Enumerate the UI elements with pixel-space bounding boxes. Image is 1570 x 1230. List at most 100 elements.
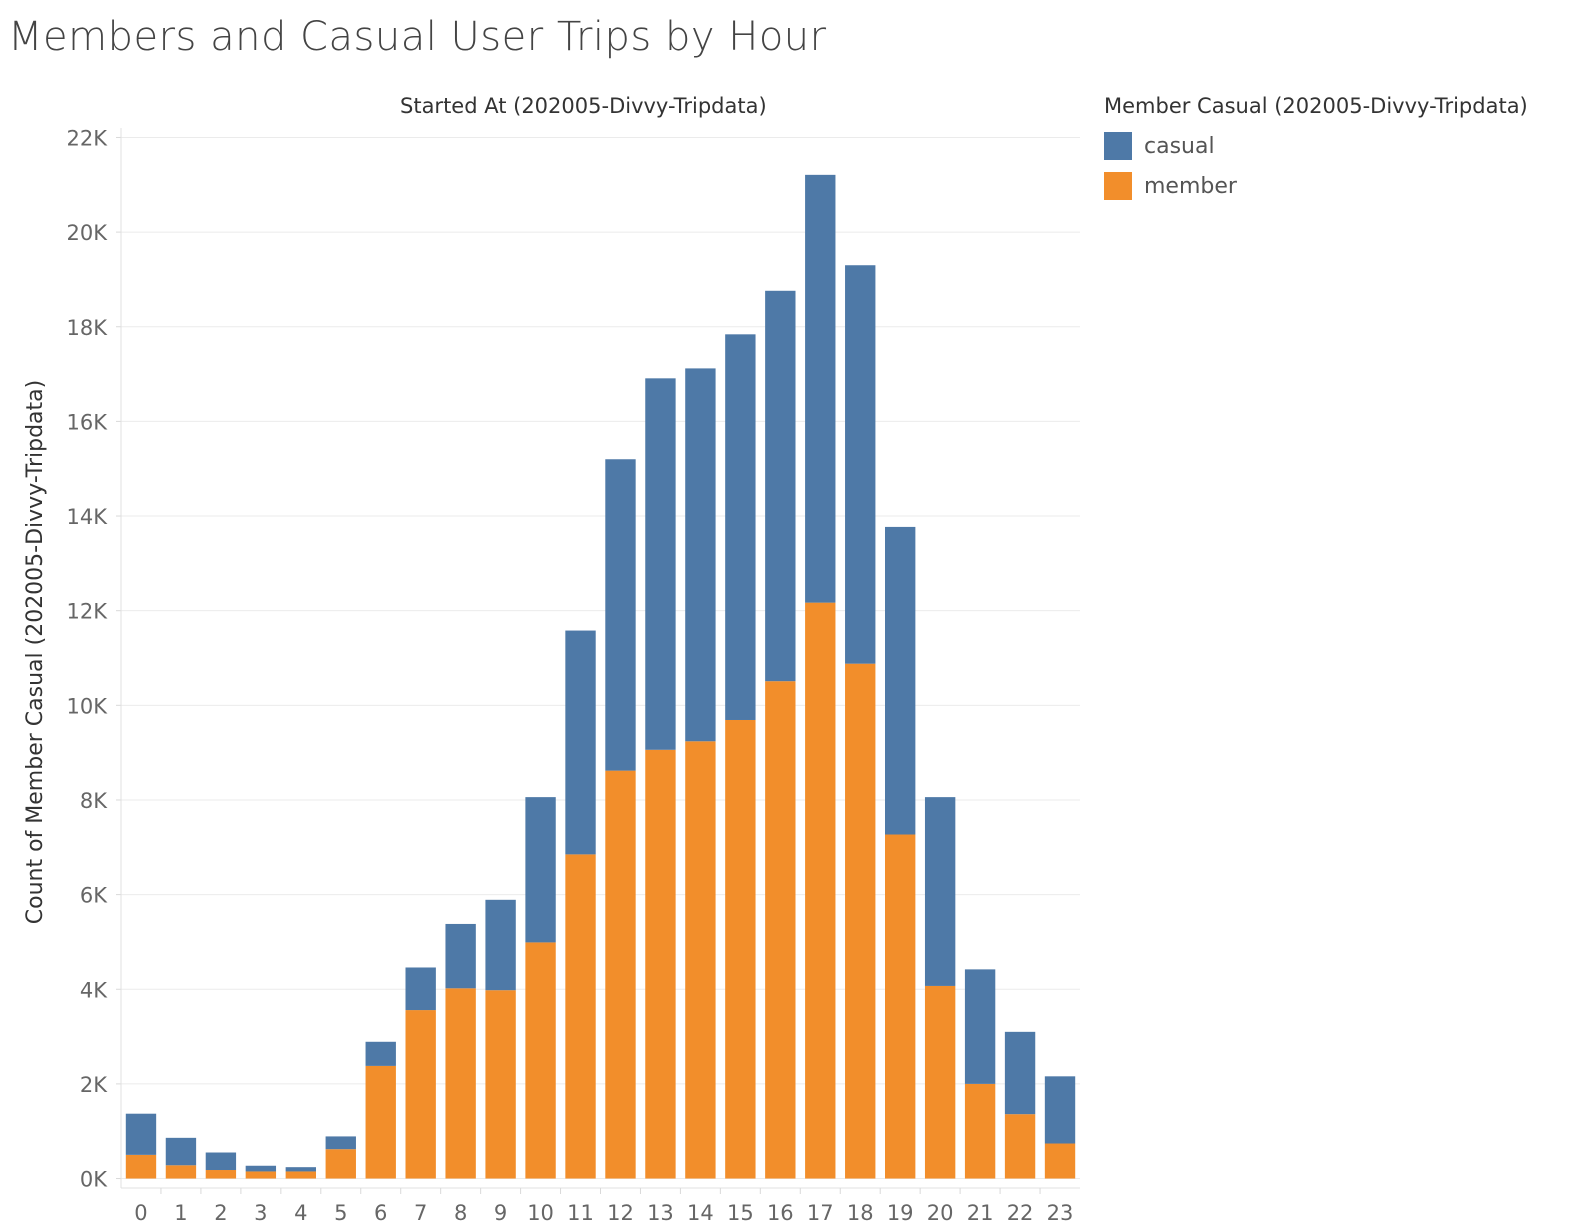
bar-member-14[interactable] xyxy=(685,741,716,1179)
bar-member-10[interactable] xyxy=(525,942,556,1179)
y-tick-label: 0K xyxy=(80,1168,108,1192)
x-tick-label: 5 xyxy=(334,1201,347,1225)
bar-casual-20[interactable] xyxy=(924,797,956,986)
legend-item-member[interactable]: member xyxy=(1104,166,1528,206)
bar-member-11[interactable] xyxy=(565,854,596,1179)
x-tick-label: 15 xyxy=(727,1201,754,1225)
bar-member-1[interactable] xyxy=(165,1165,197,1179)
bar-casual-1[interactable] xyxy=(165,1137,197,1166)
x-tick-label: 4 xyxy=(294,1201,307,1225)
x-tick-label: 6 xyxy=(374,1201,387,1225)
bar-member-7[interactable] xyxy=(405,1010,436,1179)
y-tick-label: 16K xyxy=(67,410,109,434)
x-tick-label: 18 xyxy=(847,1201,874,1225)
x-tick-label: 10 xyxy=(527,1201,554,1225)
bar-casual-22[interactable] xyxy=(1004,1031,1036,1115)
bar-member-15[interactable] xyxy=(725,719,756,1179)
bar-casual-14[interactable] xyxy=(685,368,716,742)
legend-title: Member Casual (202005-Divvy-Tripdata) xyxy=(1104,94,1528,118)
y-tick-label: 4K xyxy=(80,978,108,1002)
bar-casual-5[interactable] xyxy=(325,1136,356,1150)
x-tick-label: 14 xyxy=(687,1201,714,1225)
chart-title: Members and Casual User Trips by Hour xyxy=(8,14,827,60)
x-tick-label: 21 xyxy=(967,1201,994,1225)
bar-casual-17[interactable] xyxy=(805,174,836,603)
y-tick-label: 8K xyxy=(80,789,108,813)
bar-casual-16[interactable] xyxy=(765,290,796,682)
x-tick-label: 23 xyxy=(1047,1201,1074,1225)
bar-member-0[interactable] xyxy=(125,1154,157,1179)
x-tick-label: 16 xyxy=(767,1201,794,1225)
bar-member-16[interactable] xyxy=(765,681,796,1179)
bar-casual-19[interactable] xyxy=(885,526,916,835)
bar-casual-23[interactable] xyxy=(1044,1076,1076,1144)
x-axis: 0 1 2 3 4 5 6 7 8 9 10 11 12 13 14 15 16 17 18 19 20 21 22 23 xyxy=(121,1187,1080,1225)
bar-casual-7[interactable] xyxy=(405,967,436,1011)
bar-member-21[interactable] xyxy=(964,1083,996,1179)
bar-member-3[interactable] xyxy=(245,1171,277,1179)
bar-member-22[interactable] xyxy=(1004,1114,1036,1179)
y-tick-label: 18K xyxy=(67,316,109,340)
legend-swatch-casual xyxy=(1104,132,1132,160)
bar-casual-3[interactable] xyxy=(245,1165,277,1172)
legend-label-member: member xyxy=(1144,173,1237,199)
x-tick-label: 20 xyxy=(927,1201,954,1225)
bar-casual-8[interactable] xyxy=(445,923,476,989)
x-tick-label: 11 xyxy=(567,1201,594,1225)
y-axis: 0K 2K 4K 6K 8K 10K 12K 14K 16K 18K 20K 22K xyxy=(67,126,122,1192)
bar-member-8[interactable] xyxy=(445,988,476,1179)
bar-member-12[interactable] xyxy=(605,770,636,1179)
bar-casual-15[interactable] xyxy=(725,334,756,720)
bars xyxy=(125,174,1076,1179)
bar-member-9[interactable] xyxy=(485,990,516,1179)
bar-casual-0[interactable] xyxy=(125,1113,157,1155)
y-tick-label: 20K xyxy=(67,221,109,245)
y-tick-label: 14K xyxy=(67,505,109,529)
bar-member-2[interactable] xyxy=(205,1170,237,1179)
y-tick-label: 22K xyxy=(67,126,109,150)
legend-item-casual[interactable]: casual xyxy=(1104,126,1528,166)
x-tick-label: 8 xyxy=(454,1201,467,1225)
bar-casual-6[interactable] xyxy=(365,1041,396,1066)
x-tick-label: 1 xyxy=(174,1201,187,1225)
bar-casual-13[interactable] xyxy=(645,378,676,750)
legend: Member Casual (202005-Divvy-Tripdata) ca… xyxy=(1104,94,1528,206)
bar-member-20[interactable] xyxy=(924,985,956,1179)
legend-label-casual: casual xyxy=(1144,133,1215,159)
x-tick-label: 17 xyxy=(807,1201,834,1225)
y-tick-label: 2K xyxy=(80,1073,108,1097)
y-tick-label: 6K xyxy=(80,884,108,908)
bar-casual-2[interactable] xyxy=(205,1152,237,1171)
y-tick-label: 12K xyxy=(67,600,109,624)
bar-member-13[interactable] xyxy=(645,749,676,1179)
x-tick-label: 9 xyxy=(494,1201,507,1225)
bar-casual-10[interactable] xyxy=(525,797,556,943)
bar-member-6[interactable] xyxy=(365,1065,396,1179)
bar-member-17[interactable] xyxy=(805,602,836,1179)
bar-member-18[interactable] xyxy=(845,663,876,1179)
x-tick-label: 7 xyxy=(414,1201,427,1225)
gridlines xyxy=(121,136,1080,1180)
y-tick-label: 10K xyxy=(67,694,109,718)
bar-member-19[interactable] xyxy=(885,834,916,1179)
y-axis-label: Count of Member Casual (202005-Divvy-Tri… xyxy=(23,380,48,924)
bar-casual-12[interactable] xyxy=(605,459,636,771)
x-tick-label: 12 xyxy=(607,1201,634,1225)
bar-member-23[interactable] xyxy=(1044,1143,1076,1179)
column-header: Started At (202005-Divvy-Tripdata) xyxy=(400,94,767,118)
x-tick-label: 22 xyxy=(1007,1201,1034,1225)
x-tick-label: 19 xyxy=(887,1201,914,1225)
bar-casual-4[interactable] xyxy=(285,1167,316,1172)
bar-member-5[interactable] xyxy=(325,1149,356,1179)
bar-member-4[interactable] xyxy=(285,1171,316,1179)
legend-swatch-member xyxy=(1104,172,1132,200)
x-tick-label: 13 xyxy=(647,1201,674,1225)
x-tick-label: 3 xyxy=(254,1201,267,1225)
bar-casual-18[interactable] xyxy=(845,265,876,664)
x-tick-label: 2 xyxy=(214,1201,227,1225)
bar-casual-9[interactable] xyxy=(485,899,516,991)
x-tick-label: 0 xyxy=(134,1201,147,1225)
bar-casual-21[interactable] xyxy=(964,969,996,1084)
bar-casual-11[interactable] xyxy=(565,630,596,855)
